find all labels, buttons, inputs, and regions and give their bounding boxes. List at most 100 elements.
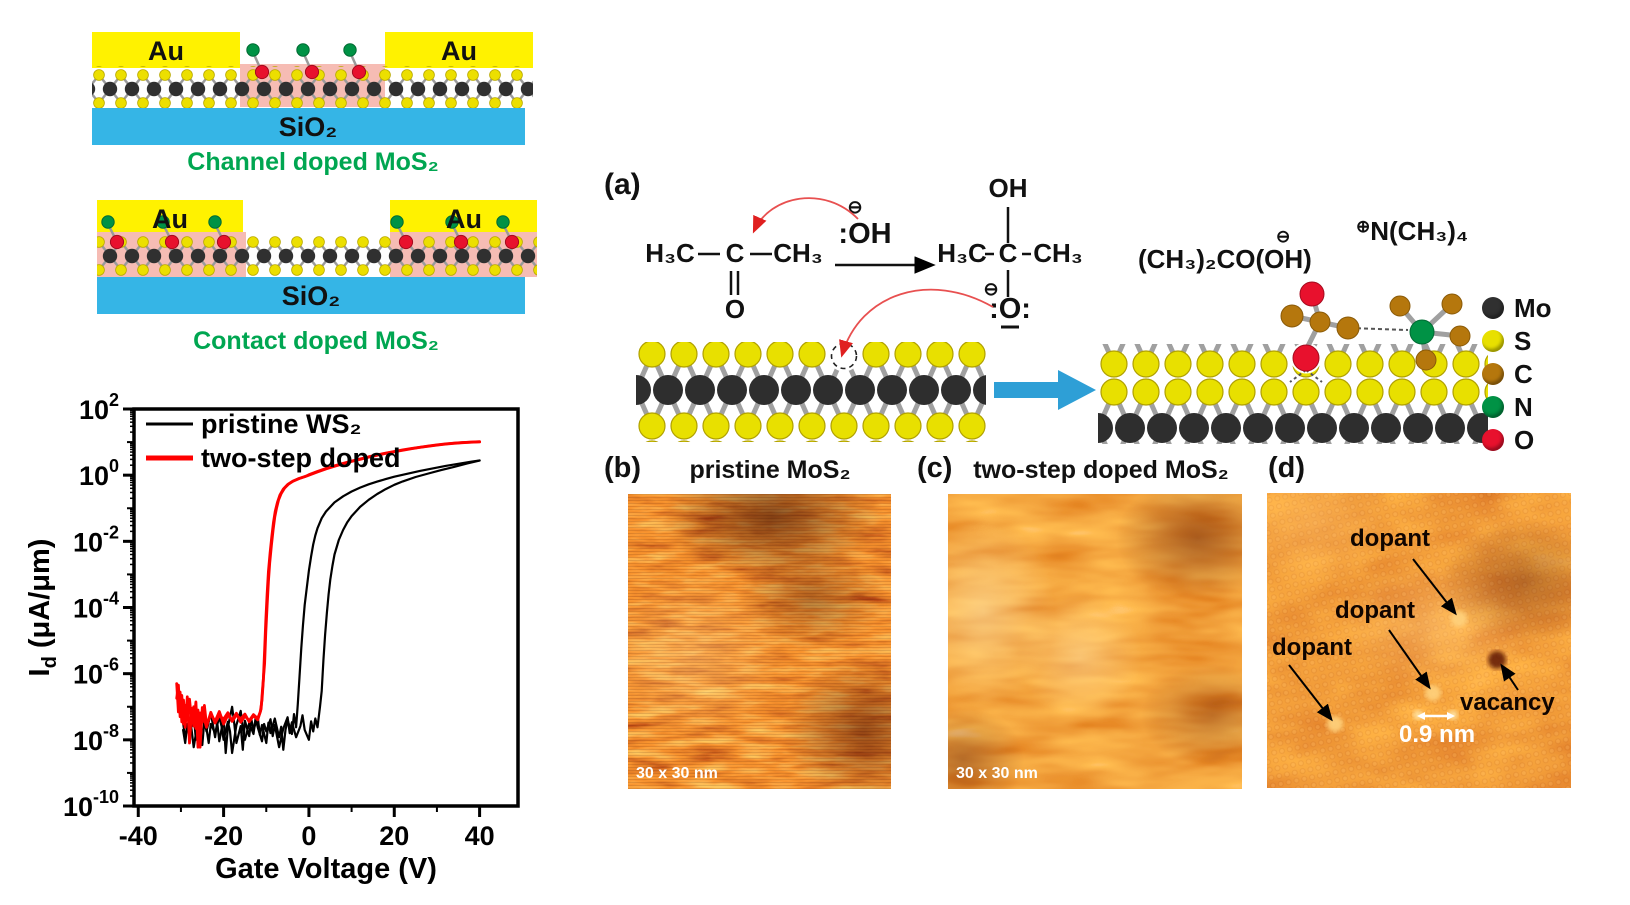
dopant-spot (1425, 685, 1441, 701)
stm-image-atomic: dopant dopant dopant vacancy 0.9 nm (1267, 493, 1571, 788)
blue-arrow-icon (994, 370, 1096, 410)
adsorbed-molecule (1280, 281, 1471, 372)
dopant-arrow (1412, 558, 1457, 616)
dopant-molecule (390, 215, 414, 250)
vacancy-annotation: vacancy (1460, 689, 1555, 716)
c-atom-swatch (1482, 363, 1504, 385)
dopant-annotation: dopant (1335, 597, 1415, 624)
sio2-label: SiO₂ (279, 112, 338, 142)
stm-image-doped: 30 x 30 nm (948, 494, 1242, 789)
svg-text:10-8: 10-8 (73, 721, 119, 756)
dopant-molecule (101, 215, 125, 250)
scan-size-label: 30 x 30 nm (956, 765, 1038, 782)
au-label-left: Au (152, 204, 188, 234)
dopant-molecule (445, 215, 469, 250)
sio2-substrate (92, 108, 525, 145)
sio2-substrate (97, 277, 525, 314)
dopant-molecule (156, 215, 180, 250)
svg-text:10-6: 10-6 (73, 655, 119, 690)
alkoxide-product-structure: OH H₃C C CH₃ ⊖ :O: (937, 175, 1083, 329)
svg-text:-20: -20 (204, 821, 243, 851)
svg-text:two-step doped: two-step doped (201, 443, 400, 473)
stm-shading (948, 494, 1242, 789)
dopant-molecule (208, 215, 232, 250)
electron-arrow-1 (752, 197, 859, 234)
svg-text:CH₃: CH₃ (773, 238, 823, 268)
atom-legend-row-s: S (1482, 326, 1552, 356)
oxygen-atom (1299, 281, 1325, 307)
atom-legend-row-mo: Mo (1482, 293, 1552, 323)
au-electrode-left (92, 32, 240, 68)
adduct-charge: ⊖ (1276, 227, 1291, 246)
dopant-molecule (296, 43, 320, 80)
svg-text:Gate Voltage (V): Gate Voltage (V) (215, 853, 437, 885)
svg-text:10-4: 10-4 (73, 589, 119, 624)
svg-text:⊖: ⊖ (983, 279, 998, 299)
au-label-right: Au (441, 36, 477, 66)
panel-d-label: (d) (1268, 452, 1306, 484)
au-label-right: Au (446, 204, 482, 234)
au-label-left: Au (148, 36, 184, 66)
svg-text:CH₃: CH₃ (1033, 238, 1083, 268)
electron-arrow-2 (839, 288, 994, 358)
au-electrode-right (385, 32, 533, 68)
panel-c-label: (c) (917, 452, 953, 484)
svg-text:10-10: 10-10 (63, 787, 119, 822)
panel-b-title: pristine MoS₂ (689, 456, 851, 484)
svg-text:H₃C: H₃C (645, 238, 695, 268)
schematic-channel-doped: Au Au SiO₂ Channel doped MoS₂ (92, 32, 533, 176)
svg-text:pristine WS₂: pristine WS₂ (201, 409, 362, 439)
scan-size-label: 30 x 30 nm (636, 765, 718, 782)
hydroxide-ion: ⊖ :OH (838, 197, 891, 250)
au-electrode-right (390, 200, 537, 236)
schematic-caption: Channel doped MoS₂ (187, 148, 438, 176)
scanline-texture (628, 494, 891, 789)
oxygen-atom (1292, 344, 1320, 372)
dopant-molecule (496, 215, 520, 250)
svg-text:H₃C: H₃C (937, 238, 987, 268)
atom-legend: Mo S C N O (1482, 293, 1552, 461)
dopant-spot (1451, 611, 1467, 627)
cation-label: ⊕N(CH₃)₄ (1356, 216, 1469, 246)
svg-text:C: C (999, 238, 1018, 268)
transfer-curve-plot: -40 -20 0 20 40 102 100 10-2 10-4 10-6 10-8 10-10 Ga… (25, 390, 520, 885)
atom-legend-row-n: N (1482, 392, 1552, 422)
atom-legend-row-c: C (1482, 359, 1552, 389)
svg-text:10-2: 10-2 (73, 522, 119, 557)
annotation-overlay (1288, 558, 1519, 732)
svg-text:⊖: ⊖ (847, 197, 862, 217)
mos2-lattice-right (1098, 281, 1488, 444)
nitrogen-atom (1409, 319, 1435, 345)
stm-image-pristine: 30 x 30 nm (628, 494, 891, 789)
svg-text:100: 100 (79, 456, 119, 491)
panel-c-title: two-step doped MoS₂ (973, 456, 1229, 484)
sio2-label: SiO₂ (282, 281, 341, 311)
svg-text:0: 0 (301, 821, 316, 851)
dopant-annotation: dopant (1350, 525, 1430, 552)
atom-legend-row-o: O (1482, 425, 1552, 455)
svg-text:20: 20 (379, 821, 409, 851)
cation-charge: ⊕ (1356, 217, 1371, 236)
svg-text:40: 40 (465, 821, 495, 851)
dopant-molecule (246, 43, 270, 80)
schematic-caption: Contact doped MoS₂ (193, 327, 439, 355)
reaction-scheme: H₃C C CH₃ O ⊖ :OH OH H₃C C CH₃ ⊖ :O: (645, 175, 1083, 358)
mos2-layer (97, 235, 537, 277)
n-atom-swatch (1482, 396, 1504, 418)
svg-text:-40: -40 (119, 821, 158, 851)
svg-text:OH: OH (989, 175, 1028, 203)
stm-shading (628, 494, 891, 789)
dopant-arrow (1388, 629, 1431, 690)
svg-text:C: C (726, 238, 745, 268)
s-atom-swatch (1482, 330, 1504, 352)
panel-a-label: (a) (604, 168, 641, 201)
svg-text::O:: :O: (989, 293, 1031, 325)
dopant-arrow (1288, 664, 1333, 722)
svg-text:O: O (725, 294, 745, 324)
svg-text:Id (μA/μm): Id (μA/μm) (25, 539, 61, 677)
vacancy-arrow (1500, 663, 1519, 691)
svg-text::OH: :OH (838, 218, 891, 250)
adduct-label: (CH₃)₂CO(OH) (1138, 244, 1312, 274)
panel-b-label: (b) (604, 452, 642, 484)
